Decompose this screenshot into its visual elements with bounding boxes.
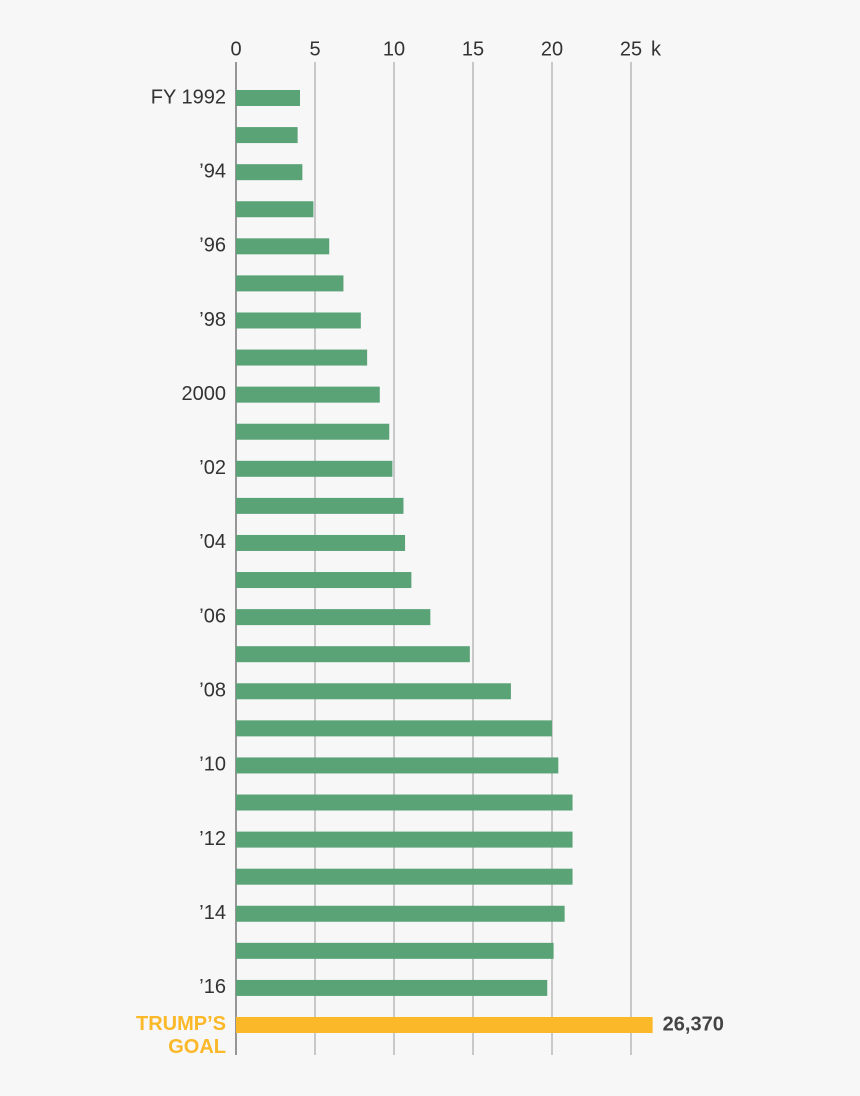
bar bbox=[236, 127, 298, 144]
x-tick-label: 0 bbox=[230, 38, 241, 60]
bar bbox=[236, 572, 412, 589]
bar bbox=[236, 534, 406, 551]
bar bbox=[236, 497, 404, 514]
bar bbox=[236, 794, 573, 811]
bar bbox=[236, 757, 559, 774]
bar bbox=[236, 942, 554, 959]
bar bbox=[236, 1017, 653, 1033]
bar bbox=[236, 201, 314, 218]
bar bbox=[236, 164, 303, 181]
y-tick-label: ’06 bbox=[199, 605, 226, 627]
bar bbox=[236, 868, 573, 885]
highlight-label: TRUMP’S GOAL bbox=[136, 1013, 226, 1058]
bar bbox=[236, 460, 393, 477]
bar bbox=[236, 423, 390, 440]
y-tick-label: ’16 bbox=[199, 976, 226, 998]
bar bbox=[236, 979, 548, 996]
y-tick-label: FY 1992 bbox=[151, 86, 226, 108]
bar bbox=[236, 90, 300, 106]
y-tick-label: ’12 bbox=[199, 828, 226, 850]
y-tick-label: ’02 bbox=[199, 457, 226, 479]
bar bbox=[236, 720, 552, 737]
x-tick-label: 25 bbox=[620, 38, 642, 60]
y-tick-label: ’14 bbox=[199, 902, 226, 924]
y-tick-label: ’94 bbox=[199, 160, 226, 182]
bar bbox=[236, 683, 511, 700]
y-tick-label: 2000 bbox=[182, 383, 227, 405]
bar bbox=[236, 609, 431, 626]
y-tick-label: ’98 bbox=[199, 309, 226, 331]
bar bbox=[236, 349, 368, 366]
bar bbox=[236, 238, 330, 255]
bar bbox=[236, 831, 573, 848]
bar bbox=[236, 386, 380, 403]
bar bbox=[236, 646, 470, 663]
x-tick-label: 5 bbox=[309, 38, 320, 60]
x-unit: k bbox=[651, 38, 662, 60]
bar bbox=[236, 275, 344, 292]
bar bbox=[236, 905, 565, 922]
y-tick-label: ’10 bbox=[199, 754, 226, 776]
value-label: 26,370 bbox=[663, 1013, 724, 1035]
y-tick-label: ’08 bbox=[199, 680, 226, 702]
y-tick-label: ’96 bbox=[199, 235, 226, 257]
bar bbox=[236, 312, 361, 329]
x-tick-label: 20 bbox=[541, 38, 563, 60]
x-tick-label: 10 bbox=[383, 38, 405, 60]
y-tick-label: ’04 bbox=[199, 531, 226, 553]
x-tick-label: 15 bbox=[462, 38, 484, 60]
